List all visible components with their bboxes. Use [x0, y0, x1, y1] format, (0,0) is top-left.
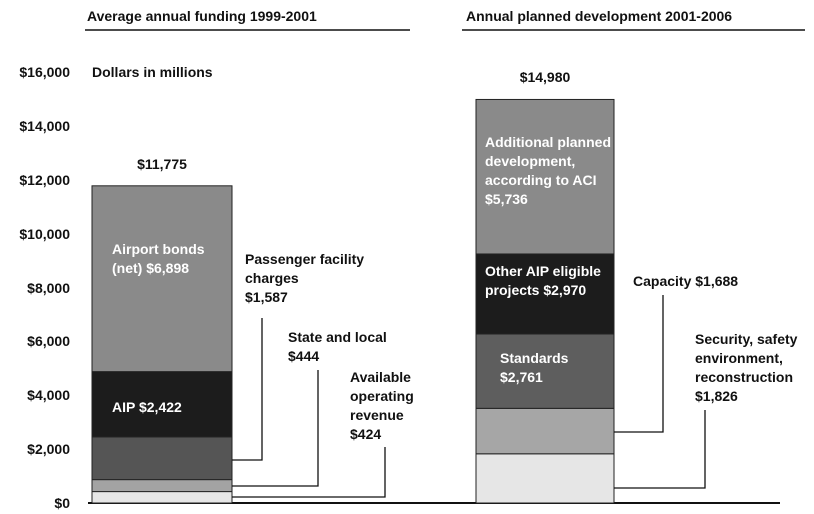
segment-value-label: $5,736: [485, 191, 528, 207]
segment-value-label: $2,761: [500, 369, 543, 385]
segment-name: Available operating revenue: [350, 369, 414, 423]
segment-label: Airport bonds (net) $6,898: [112, 240, 230, 278]
segment-label: State and local $444: [288, 328, 418, 366]
segment-label: Additional planned development, accordin…: [485, 133, 615, 209]
bar-segment: [475, 98, 615, 255]
segment-value-label: $444: [288, 348, 320, 364]
segment-label: Available operating revenue $424: [350, 368, 450, 444]
y-tick-label: $4,000: [27, 387, 70, 404]
y-tick-label: $2,000: [27, 441, 70, 458]
segment-value-label: $1,587: [245, 289, 288, 305]
y-tick-label: $16,000: [19, 64, 70, 80]
bar-segment: [475, 407, 615, 455]
bar-segment: [91, 491, 233, 504]
segment-label: Standards $2,761: [500, 349, 600, 387]
segment-label: Capacity $1,688: [633, 272, 803, 291]
leader-line: [614, 295, 664, 433]
segment-name: Airport bonds (net): [112, 241, 205, 276]
segment-value-label: $2,422: [138, 399, 182, 415]
segment-label: Passenger facility charges $1,587: [245, 250, 405, 307]
y-tick-label: $0: [54, 495, 70, 511]
segment-name: Capacity: [633, 273, 692, 289]
segment-name: State and local: [288, 329, 387, 345]
segment-label: Security, safety environment, reconstruc…: [695, 330, 814, 406]
bar-segment: [475, 453, 615, 504]
segment-name: Passenger facility charges: [245, 251, 365, 286]
total-label: $11,775: [137, 155, 187, 172]
y-axis-label: Dollars in millions: [92, 64, 213, 80]
bar-segment: [91, 436, 233, 481]
y-tick-label: $10,000: [19, 225, 70, 242]
bar-segment: [475, 333, 615, 409]
total-label: $14,980: [519, 69, 571, 86]
bar-segment: [475, 253, 615, 335]
leader-line: [232, 318, 263, 461]
segment-value-label: $6,898: [146, 260, 190, 276]
leader-line: [232, 370, 319, 487]
bar-segment: [91, 479, 233, 493]
segment-label: AIP $2,422: [112, 398, 232, 417]
segment-name: Standards: [500, 350, 569, 366]
y-tick-label: $14,000: [19, 117, 70, 134]
panel-title: Annual planned development 2001-2006: [466, 8, 733, 24]
segment-name: Other AIP eligible projects: [485, 263, 601, 298]
bar-segment: [91, 371, 233, 438]
leader-line: [614, 410, 706, 489]
segment-value-label: $1,826: [695, 388, 738, 404]
y-tick-label: $12,000: [19, 171, 70, 188]
segment-name: AIP: [112, 399, 136, 415]
segment-value-label: $1,688: [695, 273, 739, 289]
segment-value-label: $2,970: [543, 282, 587, 298]
y-tick-label: $8,000: [27, 279, 70, 296]
y-tick-label: $6,000: [27, 333, 70, 350]
segment-name: Additional planned development, accordin…: [485, 134, 611, 188]
segment-value-label: $424: [350, 426, 382, 442]
panel-title: Average annual funding 1999-2001: [87, 8, 317, 24]
bar-segment: [91, 185, 233, 373]
leader-line: [232, 447, 386, 498]
segment-name: Security, safety environment, reconstruc…: [695, 331, 798, 385]
segment-label: Other AIP eligible projects $2,970: [485, 262, 610, 300]
